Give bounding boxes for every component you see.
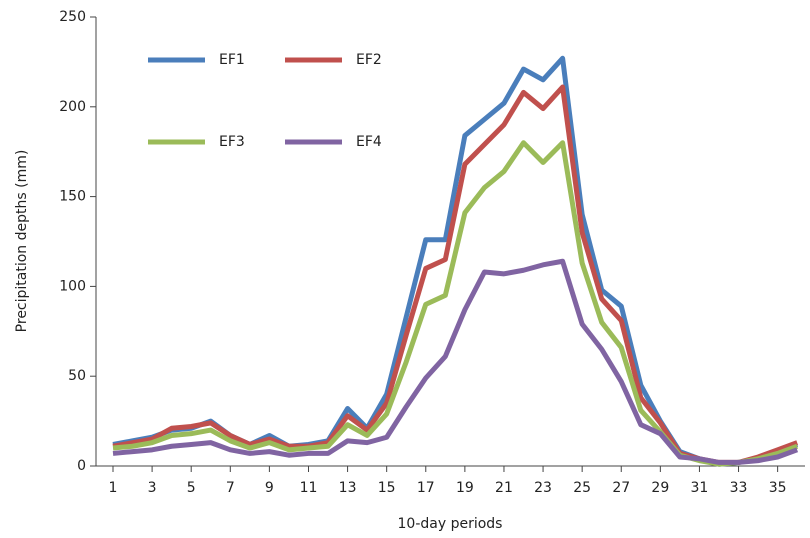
y-axis-label: Precipitation depths (mm)	[14, 150, 30, 333]
x-tick-label: 19	[456, 480, 474, 496]
x-tick-label: 7	[226, 480, 235, 496]
x-tick-label: 21	[495, 480, 513, 496]
y-tick-label: 50	[68, 368, 86, 384]
y-tick-label: 200	[59, 99, 86, 115]
x-tick-label: 25	[573, 480, 591, 496]
legend-label: EF3	[219, 134, 245, 150]
x-tick-label: 15	[378, 480, 396, 496]
x-tick-label: 9	[265, 480, 274, 496]
y-tick-label: 150	[59, 189, 86, 205]
x-tick-label: 33	[730, 480, 748, 496]
x-tick-label: 23	[534, 480, 552, 496]
series-line	[112, 84, 799, 465]
x-tick-label: 27	[612, 480, 630, 496]
x-tick-label: 31	[691, 480, 709, 496]
y-tick-label: 0	[77, 458, 86, 474]
y-tick-label: 250	[59, 9, 86, 25]
x-tick-label: 1	[109, 480, 118, 496]
legend-label: EF2	[356, 52, 382, 68]
x-tick-label: 11	[300, 480, 318, 496]
legend-label: EF4	[356, 134, 382, 150]
x-tick-label: 3	[148, 480, 157, 496]
x-tick-label: 29	[651, 480, 669, 496]
legend-label: EF1	[219, 52, 245, 68]
series-line	[112, 258, 799, 465]
x-tick-label: 13	[339, 480, 357, 496]
y-tick-label: 100	[59, 278, 86, 294]
x-axis-label: 10-day periods	[398, 516, 503, 532]
x-tick-label: 5	[187, 480, 196, 496]
x-tick-label: 35	[769, 480, 787, 496]
x-tick-label: 17	[417, 480, 435, 496]
